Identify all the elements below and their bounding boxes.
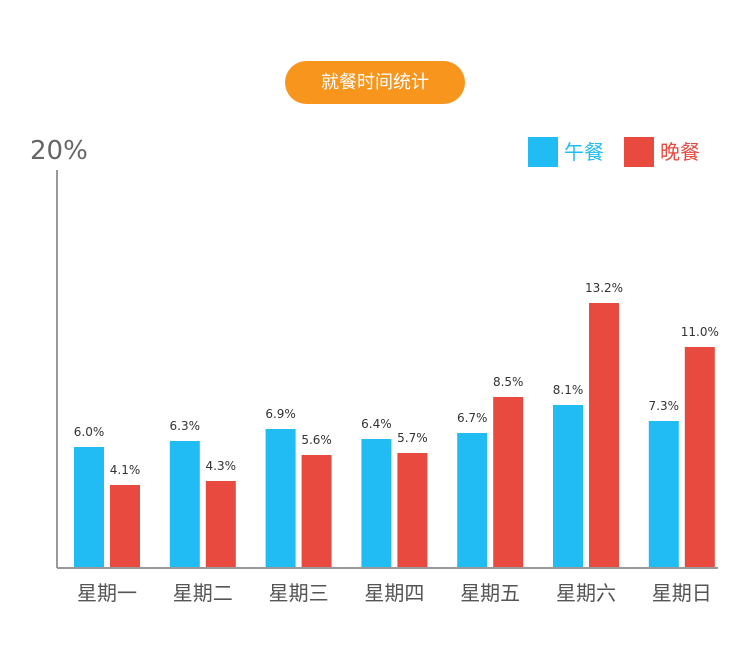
bar-dinner-4	[397, 453, 428, 567]
data-label-lunch-7: 7.3%	[649, 399, 680, 413]
data-label-dinner-1: 4.1%	[110, 463, 141, 477]
x-tick-label-5: 星期五	[460, 581, 520, 605]
bar-dinner-7	[684, 347, 715, 567]
bar-dinner-6	[589, 303, 619, 567]
x-tick-label-7: 星期日	[652, 581, 712, 605]
data-label-dinner-4: 5.7%	[397, 431, 428, 445]
x-tick-label-1: 星期一	[77, 581, 137, 605]
bar-lunch-6	[553, 405, 583, 567]
legend-label-dinner: 晚餐	[660, 140, 700, 164]
data-label-lunch-5: 6.7%	[457, 411, 488, 425]
x-tick-label-4: 星期四	[364, 581, 424, 605]
bar-lunch-5	[457, 433, 488, 567]
data-label-lunch-4: 6.4%	[361, 417, 392, 431]
legend-item-dinner: 晚餐	[624, 137, 700, 167]
chart-title: 就餐时间统计	[285, 61, 465, 104]
data-label-lunch-1: 6.0%	[74, 425, 105, 439]
bar-lunch-7	[648, 421, 679, 567]
legend-swatch-dinner	[624, 137, 654, 167]
bar-dinner-2	[205, 481, 236, 567]
legend-label-lunch: 午餐	[564, 140, 604, 164]
bar-lunch-4	[361, 439, 392, 567]
data-label-dinner-5: 8.5%	[493, 375, 524, 389]
bar-dinner-5	[493, 397, 524, 567]
bar-dinner-1	[110, 485, 140, 567]
data-label-lunch-3: 6.9%	[265, 407, 296, 421]
data-label-dinner-7: 11.0%	[681, 325, 719, 339]
y-axis-max-label: 20%	[30, 136, 88, 166]
x-tick-label-3: 星期三	[269, 581, 329, 605]
bar-lunch-3	[265, 429, 296, 567]
x-tick-label-2: 星期二	[173, 581, 233, 605]
bar-dinner-3	[301, 455, 332, 567]
bar-lunch-1	[74, 447, 104, 567]
data-label-dinner-2: 4.3%	[206, 459, 237, 473]
x-tick-label-6: 星期六	[556, 581, 616, 605]
bar-lunch-2	[169, 441, 200, 567]
data-label-lunch-6: 8.1%	[553, 383, 584, 397]
legend-item-lunch: 午餐	[528, 137, 604, 167]
data-label-lunch-2: 6.3%	[170, 419, 201, 433]
data-label-dinner-3: 5.6%	[301, 433, 332, 447]
data-label-dinner-6: 13.2%	[585, 281, 623, 295]
legend-swatch-lunch	[528, 137, 558, 167]
